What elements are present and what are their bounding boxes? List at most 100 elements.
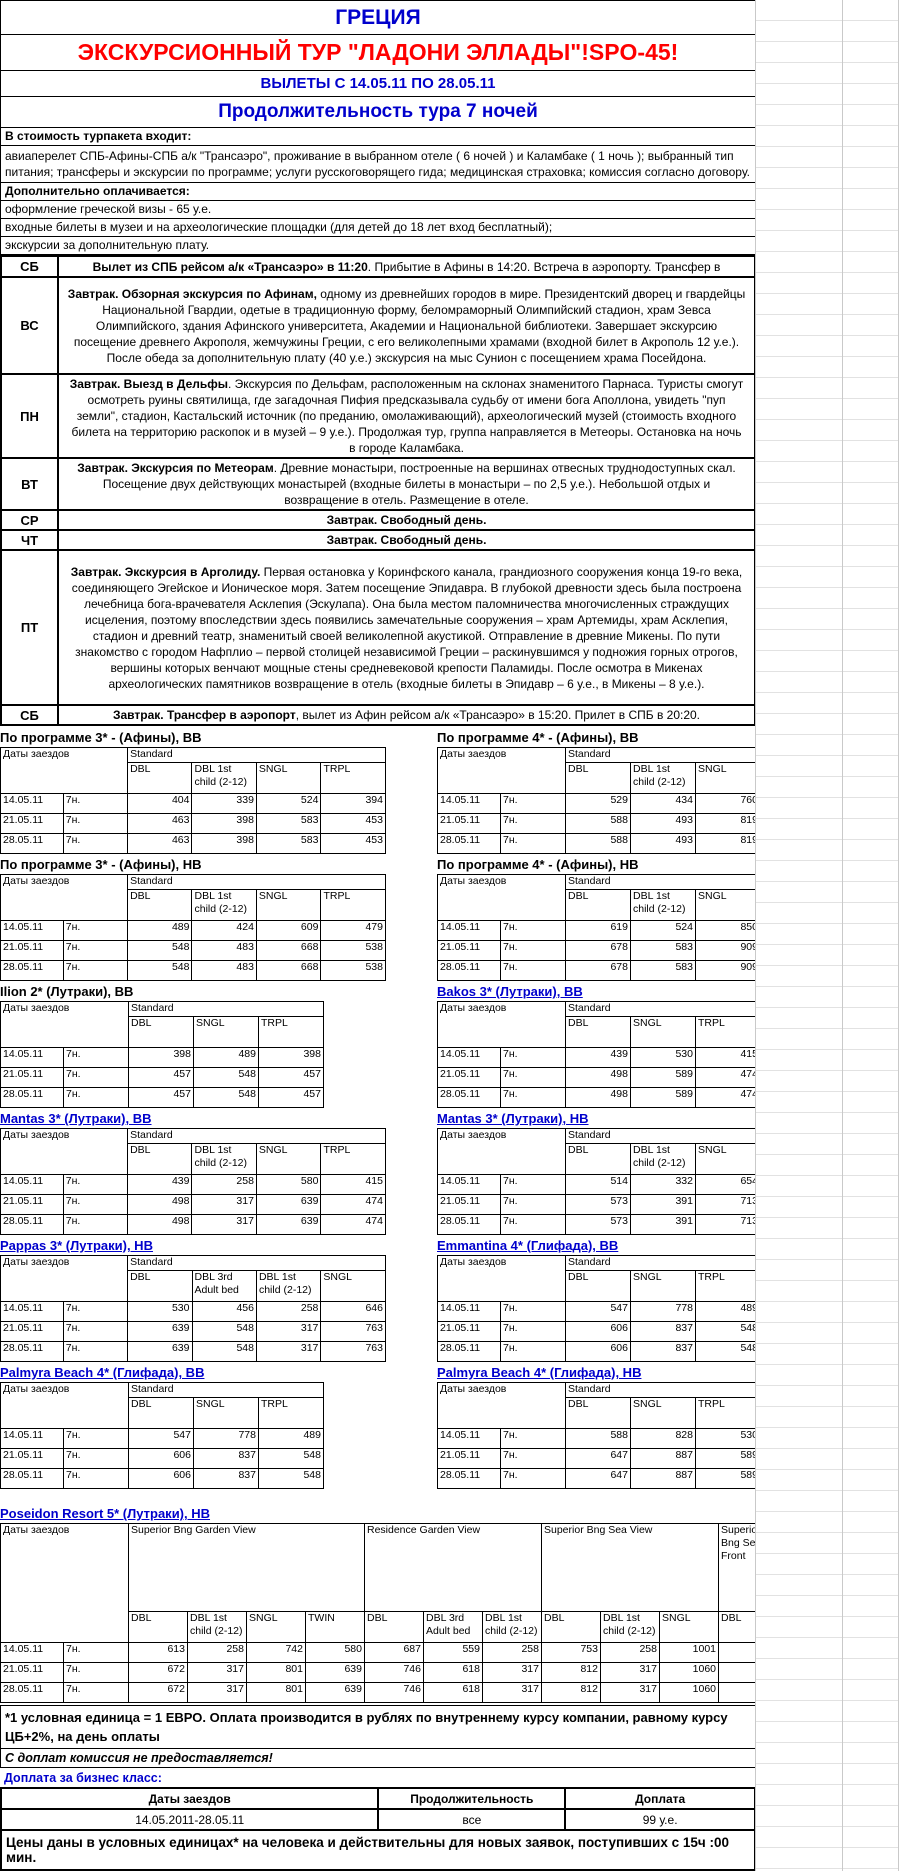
hotel-link[interactable]: Palmyra Beach 4* (Глифада), НВ	[437, 1365, 642, 1380]
price-grid: Даты заездов Standard DBL DBL 1st child (2-…	[437, 874, 826, 981]
price-row: 14.05.11 7н. 404 339 524 394	[0, 793, 386, 814]
room-type-header: DBL 1st child (2-12)	[630, 1143, 696, 1175]
price-value: 457	[258, 1087, 324, 1108]
hotel-link[interactable]: Emmantina 4* (Глифада), ВВ	[437, 1238, 619, 1253]
hotel-link[interactable]: Mantas 3* (Лутраки), НВ	[437, 1111, 589, 1126]
price-value: 763	[320, 1341, 386, 1362]
price-value: 668	[255, 940, 322, 961]
itinerary-day: ВТ	[2, 459, 59, 509]
nights: 7н.	[63, 1428, 129, 1449]
price-value: 493	[630, 833, 696, 854]
arrival-date: 21.05.11	[0, 1662, 64, 1683]
price-value: 639	[255, 1194, 322, 1215]
price-value: 547	[565, 1301, 631, 1322]
price-table: Emmantina 4* (Глифада), ВВ Даты заездов St…	[437, 1237, 835, 1362]
price-grid: Даты заездов Standard DBL DBL 1st child (2-…	[0, 1128, 386, 1235]
price-value: 317	[191, 1214, 257, 1235]
room-category-header: Standard	[127, 1128, 386, 1144]
arrival-date: 21.05.11	[437, 1067, 501, 1088]
grid-line	[842, 0, 843, 1871]
arrival-date: 14.05.11	[437, 793, 501, 814]
room-type-header: DBL 1st child (2-12)	[191, 1143, 257, 1175]
price-value: 391	[630, 1194, 696, 1215]
price-value: 909	[695, 940, 761, 961]
business-col-dates: Даты заездов	[0, 1787, 380, 1810]
hotel-link[interactable]: Bakos 3* (Лутраки), ВВ	[437, 984, 583, 999]
arrival-date: 14.05.11	[0, 1428, 64, 1449]
price-value: 391	[630, 1214, 696, 1235]
price-value: 589	[630, 1067, 696, 1088]
price-note: Цены даны в условных единицах* на челове…	[0, 1831, 756, 1871]
itinerary-description: Завтрак. Обзорная экскурсия по Афинам, о…	[67, 286, 746, 365]
tour-duration: Продолжительность тура 7 ночей	[0, 96, 756, 128]
price-table: По программе 3* - (Афины), НВ Даты заездо…	[0, 856, 386, 981]
business-dates-value: 14.05.2011-28.05.11	[0, 1808, 380, 1831]
price-value: 619	[565, 920, 631, 941]
nights: 7н.	[500, 960, 566, 981]
nights: 7н.	[500, 1301, 566, 1322]
arrival-date: 21.05.11	[437, 1448, 501, 1469]
price-value: 746	[364, 1682, 424, 1703]
arrival-date: 21.05.11	[0, 813, 64, 834]
room-category-header: Standard	[127, 1255, 386, 1271]
price-value: 498	[127, 1194, 193, 1215]
arrival-date: 21.05.11	[0, 1448, 64, 1469]
room-type-header: TRPL	[695, 1397, 761, 1429]
spreadsheet-margin-grid	[755, 0, 899, 1871]
price-value: 606	[128, 1448, 194, 1469]
arrival-date: 14.05.11	[0, 920, 64, 941]
room-type-header: DBL	[565, 1397, 631, 1429]
price-value: 753	[541, 1642, 601, 1663]
price-row: 21.05.11 7н. 457 548 457	[0, 1067, 324, 1088]
room-type-header: TRPL	[320, 1143, 386, 1175]
price-table: Palmyra Beach 4* (Глифада), ВВ Даты заезд…	[0, 1364, 386, 1489]
includes-title: В стоимость турпакета входит:	[0, 128, 756, 146]
price-row: 14.05.11 7н. 547 778 489	[0, 1428, 324, 1449]
price-table: Pappas 3* (Лутраки), НВ Даты заездов Stand…	[0, 1237, 386, 1362]
arrival-date: 28.05.11	[0, 1468, 64, 1489]
arrival-date: 28.05.11	[0, 833, 64, 854]
price-table-title: Ilion 2* (Лутраки), ВВ	[0, 984, 134, 999]
price-value: 457	[128, 1087, 194, 1108]
price-value: 672	[128, 1662, 188, 1683]
price-value: 713	[695, 1194, 761, 1215]
price-row: 14.05.11 7н. 530 456 258 646	[0, 1301, 386, 1322]
price-value: 489	[127, 920, 193, 941]
includes-body: авиаперелет СПБ-Афины-СПБ а/к "Трансаэро…	[0, 146, 756, 183]
price-table-title: По программе 4* - (Афины), НВ	[437, 857, 639, 872]
price-row: 21.05.11 7н. 639 548 317 763	[0, 1321, 386, 1342]
price-row: 21.05.11 7н. 606 837 548	[437, 1321, 761, 1342]
itinerary-row: СР Завтрак. Свободный день.	[0, 511, 756, 531]
price-value: 837	[630, 1341, 696, 1362]
price-value: 489	[695, 1301, 761, 1322]
price-value: 530	[127, 1301, 193, 1322]
price-value: 463	[127, 813, 193, 834]
hotel-link[interactable]: Pappas 3* (Лутраки), НВ	[0, 1238, 153, 1253]
hotel-link[interactable]: Palmyra Beach 4* (Глифада), ВВ	[0, 1365, 205, 1380]
hotel-link[interactable]: Mantas 3* (Лутраки), ВВ	[0, 1111, 152, 1126]
price-grid: Даты заездов Standard DBL SNGL TRPL 14.05.11 7…	[437, 1001, 761, 1108]
nights: 7н.	[62, 793, 129, 814]
arrival-date: 14.05.11	[437, 1174, 501, 1195]
price-value: 588	[565, 1428, 631, 1449]
room-type-header: DBL	[127, 1270, 193, 1302]
price-value: 317	[191, 1194, 257, 1215]
price-value: 583	[255, 813, 322, 834]
room-type-header: DBL 1st child (2-12)	[630, 889, 696, 921]
price-value: 1060	[659, 1662, 719, 1683]
room-type-header: DBL 1st child (2-12)	[191, 762, 257, 794]
nights: 7н.	[500, 1468, 566, 1489]
room-category-header: Superior Bng Sea View	[541, 1523, 719, 1612]
room-type-header: DBL	[128, 1397, 194, 1429]
itinerary-day: ПТ	[2, 551, 59, 704]
nights: 7н.	[500, 1341, 566, 1362]
room-type-header: SNGL	[630, 1270, 696, 1302]
room-type-header: DBL	[364, 1611, 424, 1643]
arrival-date: 14.05.11	[437, 920, 501, 941]
nights: 7н.	[63, 1642, 129, 1663]
price-value: 763	[320, 1321, 386, 1342]
price-value: 742	[246, 1642, 306, 1663]
nights: 7н.	[500, 1194, 566, 1215]
hotel-link[interactable]: Poseidon Resort 5* (Лутраки), НВ	[0, 1506, 211, 1521]
price-row: 28.05.11 7н. 463 398 583 453	[0, 833, 386, 854]
